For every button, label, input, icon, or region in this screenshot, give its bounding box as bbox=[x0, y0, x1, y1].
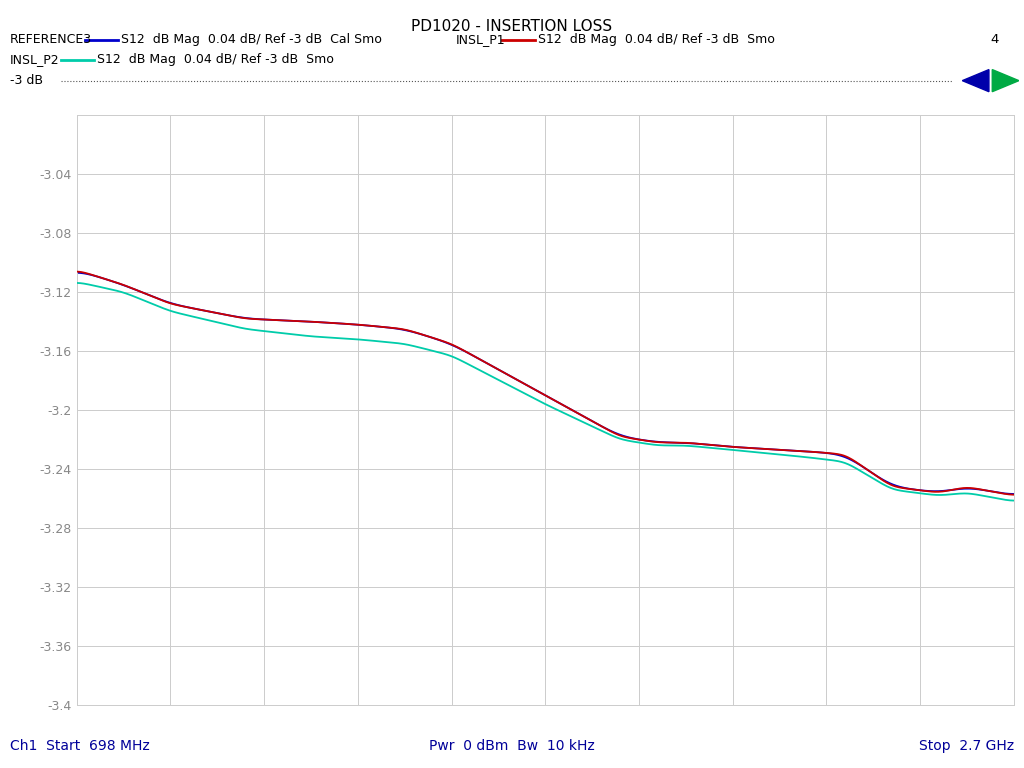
Text: Stop  2.7 GHz: Stop 2.7 GHz bbox=[919, 740, 1014, 753]
Text: Ch1  Start  698 MHz: Ch1 Start 698 MHz bbox=[10, 740, 150, 753]
Text: S12  dB Mag  0.04 dB/ Ref -3 dB  Smo: S12 dB Mag 0.04 dB/ Ref -3 dB Smo bbox=[538, 34, 774, 46]
Polygon shape bbox=[963, 70, 989, 91]
Text: S12  dB Mag  0.04 dB/ Ref -3 dB  Cal Smo: S12 dB Mag 0.04 dB/ Ref -3 dB Cal Smo bbox=[121, 34, 382, 46]
Text: -3 dB: -3 dB bbox=[10, 74, 43, 87]
Polygon shape bbox=[992, 70, 1019, 91]
Text: S12  dB Mag  0.04 dB/ Ref -3 dB  Smo: S12 dB Mag 0.04 dB/ Ref -3 dB Smo bbox=[97, 54, 334, 66]
Text: PD1020 - INSERTION LOSS: PD1020 - INSERTION LOSS bbox=[412, 19, 612, 35]
Text: Pwr  0 dBm  Bw  10 kHz: Pwr 0 dBm Bw 10 kHz bbox=[429, 740, 595, 753]
Text: INSL_P1: INSL_P1 bbox=[456, 34, 505, 46]
Text: 4: 4 bbox=[990, 34, 998, 46]
Text: INSL_P2: INSL_P2 bbox=[10, 54, 59, 66]
Text: REFERENCE3: REFERENCE3 bbox=[10, 34, 92, 46]
